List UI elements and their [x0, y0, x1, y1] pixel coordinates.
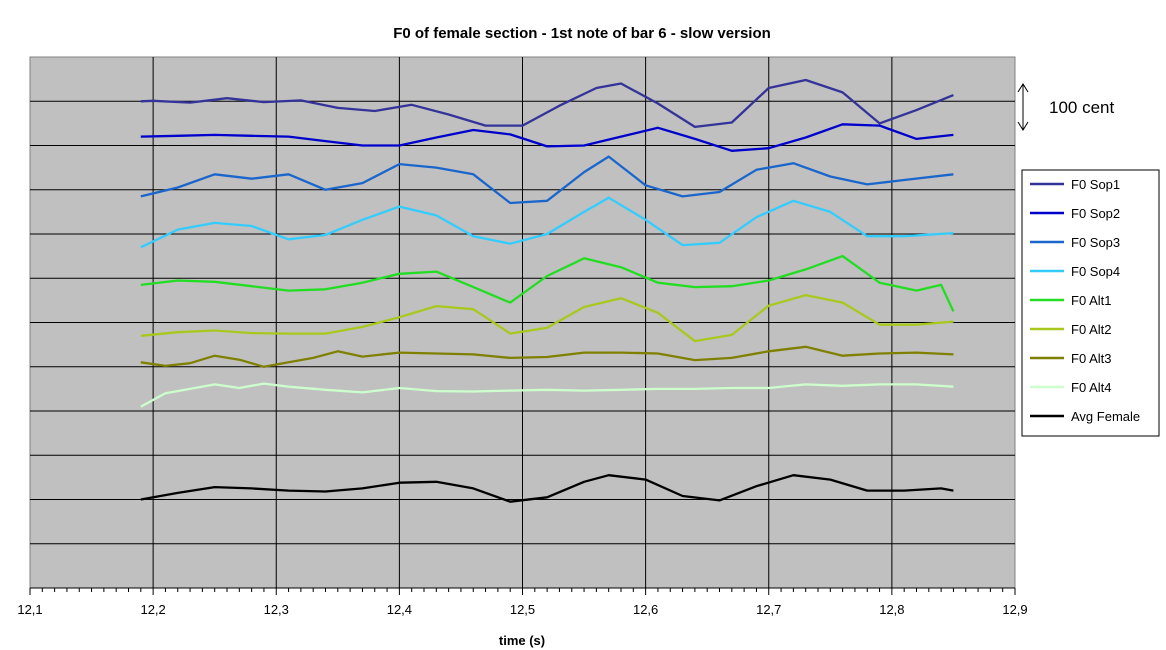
series-line — [140, 345, 954, 368]
series-line — [140, 382, 954, 408]
scale-annotation-label: 100 cent — [1049, 98, 1114, 117]
x-tick-label: 12,7 — [756, 602, 781, 617]
series-line — [140, 254, 955, 312]
x-axis-label: time (s) — [499, 633, 545, 648]
series-lines — [140, 78, 955, 503]
x-tick-label: 12,8 — [879, 602, 904, 617]
series-line — [140, 123, 954, 152]
legend-label: F0 Alt1 — [1071, 293, 1111, 308]
chart-title: F0 of female section - 1st note of bar 6… — [393, 25, 771, 42]
x-tick-label: 12,1 — [17, 602, 42, 617]
legend-box — [1021, 169, 1160, 437]
x-tick-label: 12,9 — [1002, 602, 1027, 617]
scale-annotation: 100 cent — [1017, 83, 1114, 131]
gridlines — [30, 57, 1015, 588]
legend-label: F0 Sop4 — [1071, 264, 1120, 279]
legend-label: F0 Alt4 — [1071, 380, 1111, 395]
legend-label: F0 Sop2 — [1071, 206, 1120, 221]
scale-arrow-head-bottom — [1017, 121, 1029, 131]
legend-label: F0 Alt2 — [1071, 322, 1111, 337]
series-line — [140, 155, 954, 205]
legend-label: F0 Alt3 — [1071, 351, 1111, 366]
x-axis: 12,1 12,2 12,3 12,4 12,5 12,6 12,7 12,8 12,9 — [17, 587, 1028, 617]
scale-arrow-head-top — [1017, 83, 1029, 93]
x-tick-label: 12,4 — [387, 602, 412, 617]
x-tick-label: 12,5 — [510, 602, 535, 617]
legend-label: Avg Female — [1071, 409, 1140, 424]
series-line — [140, 196, 954, 249]
legend: F0 Sop1 F0 Sop2 F0 Sop3 F0 Sop4 F0 Alt1 F0 Al… — [1021, 169, 1160, 437]
series-line — [140, 78, 954, 129]
x-tick-label: 12,3 — [264, 602, 289, 617]
x-tick-label: 12,2 — [140, 602, 165, 617]
series-line — [140, 474, 954, 503]
x-tick-label: 12,6 — [633, 602, 658, 617]
series-line — [140, 293, 954, 343]
legend-label: F0 Sop1 — [1071, 177, 1120, 192]
legend-label: F0 Sop3 — [1071, 235, 1120, 250]
